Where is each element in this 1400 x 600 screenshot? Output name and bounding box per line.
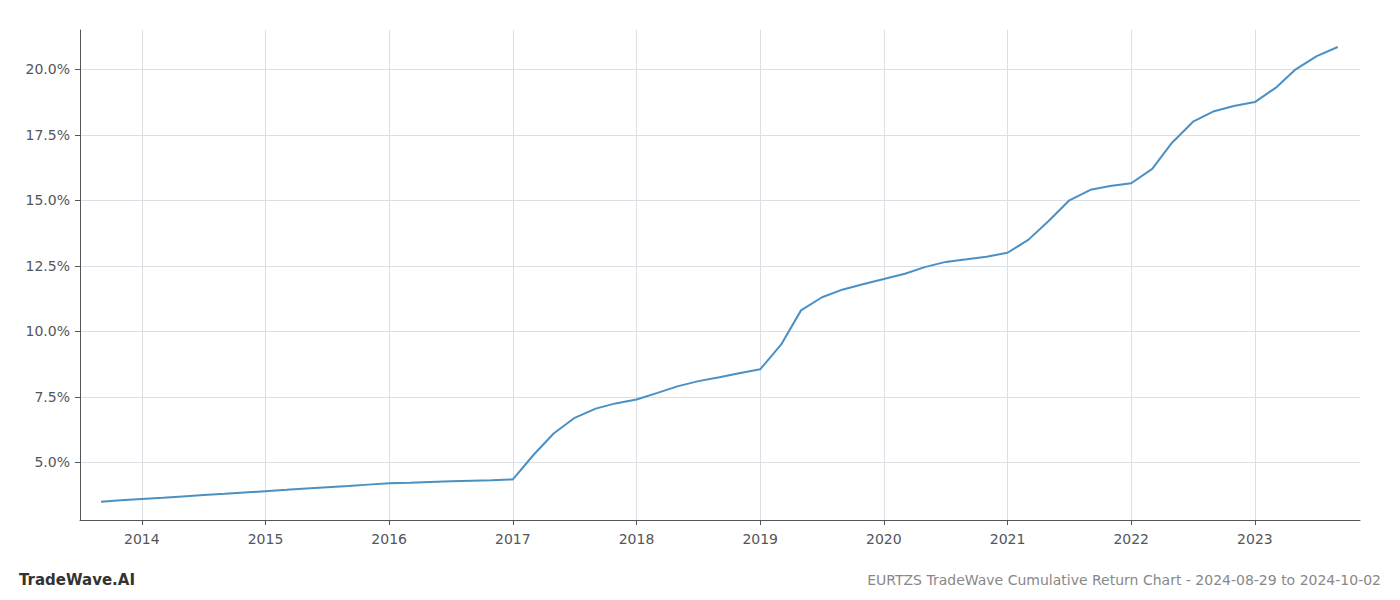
- svg-text:2020: 2020: [866, 531, 902, 547]
- svg-text:2014: 2014: [124, 531, 160, 547]
- svg-text:2019: 2019: [742, 531, 778, 547]
- svg-text:5.0%: 5.0%: [34, 454, 70, 470]
- svg-text:15.0%: 15.0%: [26, 192, 70, 208]
- svg-text:2018: 2018: [619, 531, 655, 547]
- svg-text:2015: 2015: [248, 531, 284, 547]
- svg-text:7.5%: 7.5%: [34, 389, 70, 405]
- svg-text:EURTZS TradeWave Cumulative Re: EURTZS TradeWave Cumulative Return Chart…: [867, 572, 1381, 588]
- svg-text:10.0%: 10.0%: [26, 323, 70, 339]
- svg-text:12.5%: 12.5%: [26, 258, 70, 274]
- svg-text:2023: 2023: [1237, 531, 1273, 547]
- svg-text:2017: 2017: [495, 531, 531, 547]
- svg-text:2021: 2021: [990, 531, 1026, 547]
- svg-text:20.0%: 20.0%: [26, 61, 70, 77]
- svg-text:2022: 2022: [1113, 531, 1149, 547]
- svg-text:17.5%: 17.5%: [26, 127, 70, 143]
- svg-text:TradeWave.AI: TradeWave.AI: [19, 571, 135, 589]
- svg-text:2016: 2016: [371, 531, 407, 547]
